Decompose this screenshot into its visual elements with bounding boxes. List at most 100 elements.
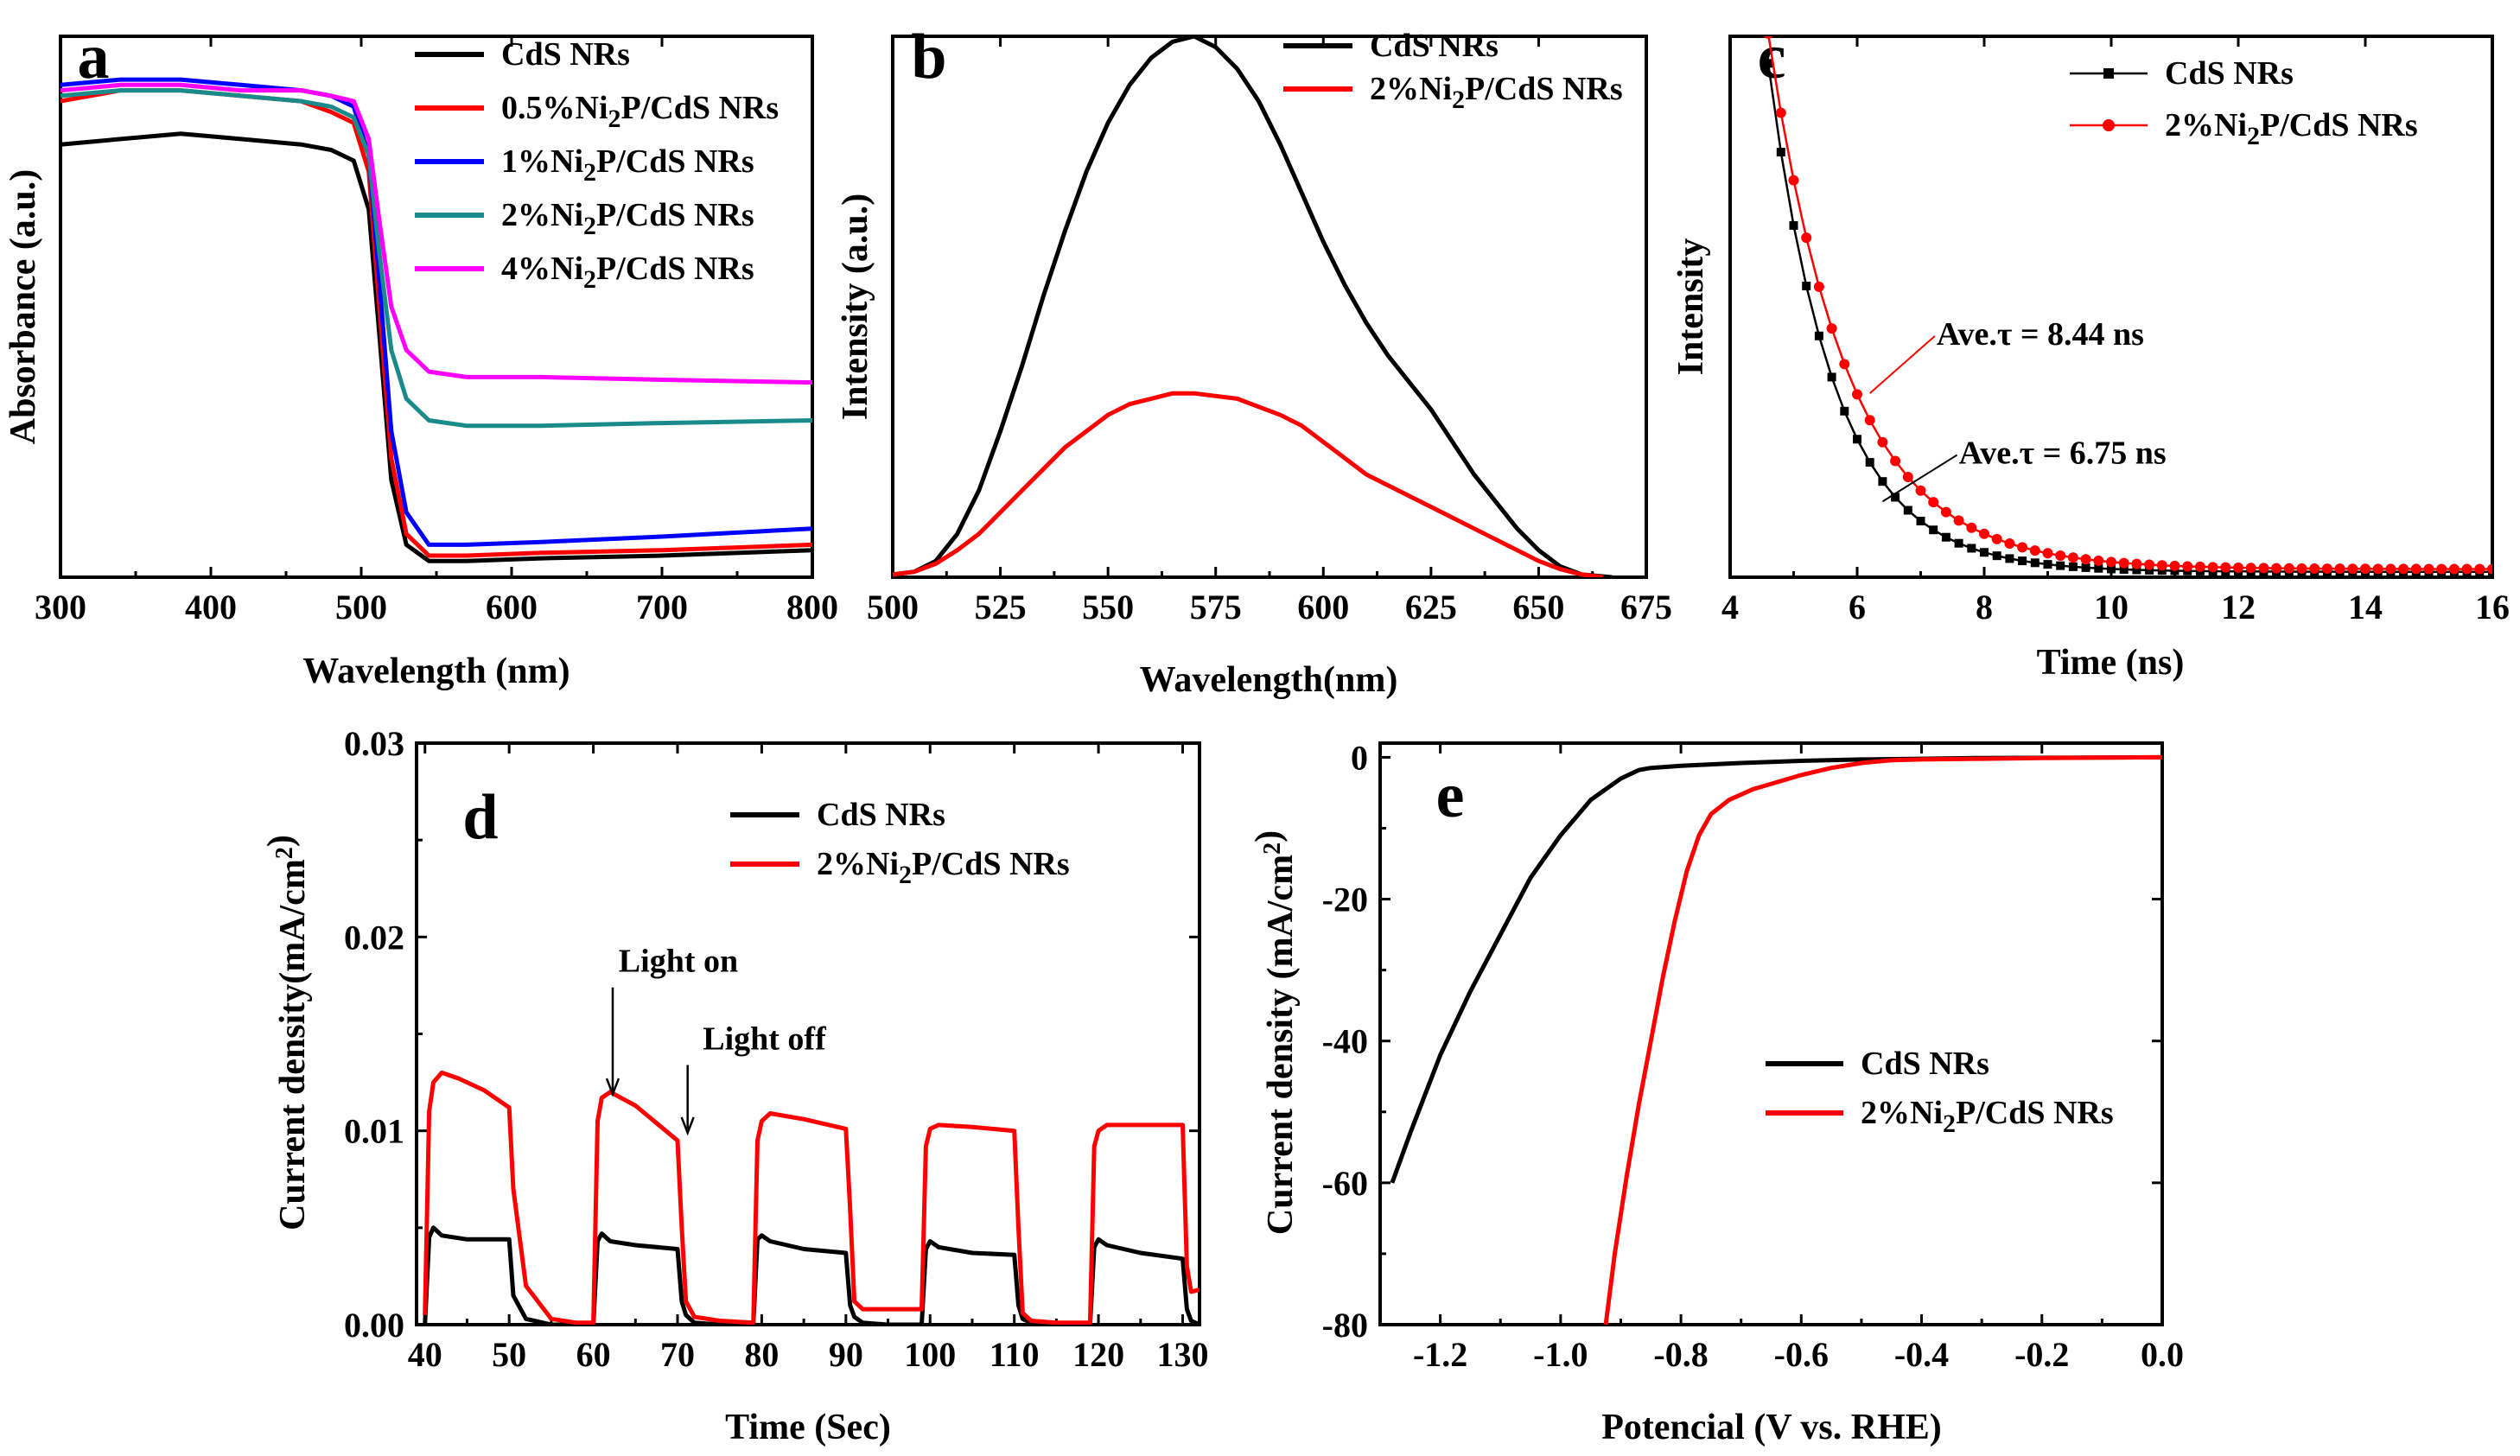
x-tick-label: -0.2 (2014, 1335, 2069, 1374)
annotation-pointer (1881, 454, 1958, 503)
series-line-1 (1390, 754, 2162, 1184)
x-tick-label: 110 (990, 1335, 1040, 1374)
data-point (2436, 563, 2447, 575)
data-point (2474, 563, 2485, 575)
legend: CdS NRs 2%Ni2P/CdS NRs (2070, 55, 2418, 150)
x-tick-label: 4 (1721, 588, 1739, 626)
data-point (1890, 455, 1901, 467)
x-tick-label: 8 (1976, 588, 1993, 626)
data-point (1764, 59, 1773, 68)
data-point (2118, 557, 2129, 569)
x-axis-title: Potencial (V vs. RHE) (1601, 1408, 1942, 1447)
data-point (1826, 323, 1837, 334)
data-point (2156, 560, 2167, 571)
x-tick-label: 500 (335, 588, 387, 626)
data-point (2030, 558, 2040, 568)
legend-label: 2%Ni2P/CdS NRs (501, 197, 754, 240)
x-tick-label: 50 (492, 1335, 526, 1374)
data-point (1979, 528, 1989, 539)
y-tick-label: 0.01 (344, 1112, 404, 1151)
x-tick-label: 100 (904, 1335, 956, 1374)
legend-marker (2103, 68, 2114, 79)
series-line-1 (893, 36, 1613, 577)
data-point (2093, 555, 2104, 566)
legend: CdS NRs 2%Ni2P/CdS NRs (730, 797, 1070, 889)
legend-marker (2103, 119, 2115, 131)
data-point (2107, 564, 2116, 574)
annotation: Light on (619, 944, 738, 980)
data-point (2182, 561, 2193, 572)
legend-label: 2%Ni2P/CdS NRs (1861, 1095, 2114, 1138)
x-tick-label: 525 (975, 588, 1027, 626)
panel-label: e (1436, 760, 1465, 831)
legend-label: CdS NRs (1370, 28, 1499, 64)
panel-e: -1.2 -1.0 -0.8 -0.6 -0.4 -0.2 0.0 -80 -60 -40 -20 0… (1249, 738, 2184, 1447)
data-point (1864, 415, 1875, 426)
data-point (2081, 563, 2090, 572)
x-tick-label: 0.0 (2141, 1335, 2184, 1374)
x-tick-label: 600 (486, 588, 538, 626)
data-point (1991, 533, 2002, 544)
plot-frame (891, 35, 1648, 579)
data-point (2309, 563, 2320, 574)
data-point (1763, 36, 1773, 39)
data-point (2080, 554, 2091, 565)
data-point (2029, 545, 2040, 556)
y-tick-label: 0.02 (344, 918, 404, 957)
x-tick-label: -1.0 (1533, 1335, 1588, 1374)
data-point (1992, 551, 2001, 561)
data-point (1980, 548, 1989, 557)
data-point (1929, 525, 1938, 535)
data-point (1954, 538, 1963, 548)
data-point (2372, 563, 2383, 575)
data-point (2347, 563, 2358, 575)
data-point (2119, 565, 2129, 575)
data-point (2385, 563, 2396, 575)
data-point (1967, 544, 1976, 553)
data-point (2283, 563, 2294, 574)
series-line-2 (1767, 36, 2492, 570)
series-group (1763, 36, 2492, 576)
x-tick-label: 675 (1620, 588, 1672, 626)
y-tick-label: 0.00 (344, 1306, 404, 1345)
plot-frame (1378, 741, 2164, 1326)
y-axis-title: Intensity (a.u.) (836, 194, 875, 421)
x-tick-label: 130 (1157, 1335, 1209, 1374)
legend: CdS NRs 2%Ni2P/CdS NRs (1283, 28, 1623, 114)
data-point (1789, 220, 1798, 230)
data-point (2410, 563, 2421, 575)
data-point (2461, 563, 2472, 575)
data-point (1802, 281, 1811, 290)
data-point (1776, 148, 1785, 157)
data-point (1878, 477, 1887, 486)
panel-d: 40 50 60 70 80 90 100 110 120 130 0.00 0.01 0.02 0.03… (261, 724, 1209, 1447)
data-point (2094, 563, 2103, 573)
data-point (2334, 563, 2345, 575)
data-point (1928, 497, 1939, 508)
data-point (1916, 516, 1925, 525)
x-tick-label: 120 (1072, 1335, 1124, 1374)
x-tick-label: 12 (2221, 588, 2256, 626)
data-point (2004, 537, 2015, 549)
series-line-2 (423, 1070, 1200, 1325)
x-axis-title: Wavelength(nm) (1140, 660, 1398, 700)
x-tick-label: 90 (829, 1335, 863, 1374)
y-axis-title: Current density(mA/cm2) (261, 835, 313, 1230)
data-point (2233, 562, 2243, 573)
data-point (1853, 435, 1861, 444)
x-tick-label: 400 (185, 588, 237, 626)
data-point (2068, 562, 2078, 571)
x-tick-label: 550 (1082, 588, 1134, 626)
data-point (2487, 563, 2492, 575)
x-tick-label: 70 (660, 1335, 695, 1374)
data-point (1775, 107, 1786, 118)
x-tick-label: 80 (744, 1335, 779, 1374)
data-point (2423, 563, 2434, 575)
y-axis-title: Current density (mA/cm2) (1249, 830, 1301, 1235)
x-tick-label: 300 (35, 588, 86, 626)
x-tick-label: 625 (1405, 588, 1457, 626)
data-point (1801, 232, 1812, 244)
annotation-arrowhead (605, 1078, 620, 1097)
y-axis-title: Absorbance (a.u.) (3, 169, 43, 445)
